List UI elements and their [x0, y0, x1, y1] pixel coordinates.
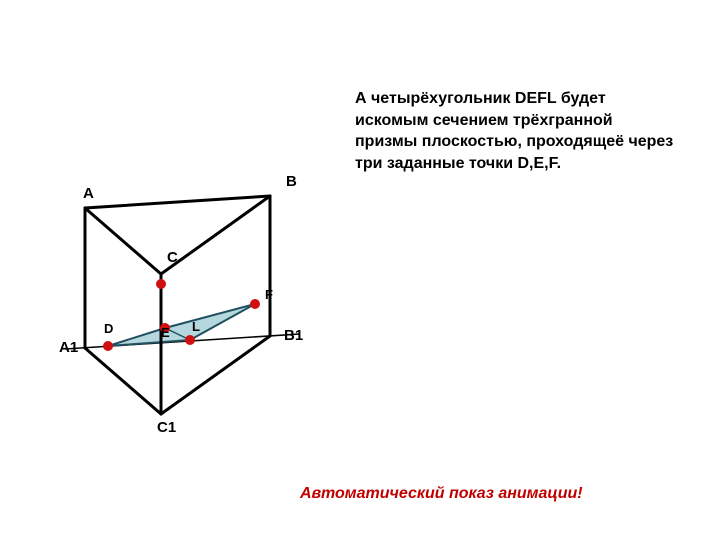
animation-footer: Автоматический показ анимации! [300, 485, 583, 503]
point-Cpt [156, 279, 166, 289]
point-L [185, 335, 195, 345]
label-B1: B1 [284, 327, 303, 344]
section-DEFL [108, 304, 255, 346]
point-D [103, 341, 113, 351]
slide-root: А четырёхугольник DEFL будет искомым сеч… [0, 0, 720, 540]
label-A: A [83, 185, 94, 202]
edge-A1-C1 [85, 348, 161, 414]
description-text: А четырёхугольник DEFL будет искомым сеч… [355, 88, 675, 174]
label-B: B [286, 173, 297, 190]
label-D: D [104, 321, 113, 336]
label-A1: A1 [59, 339, 78, 356]
edge-B1-C1 [161, 336, 270, 414]
label-C1: C1 [157, 419, 176, 436]
label-L: L [192, 319, 200, 334]
label-E: E [161, 325, 170, 340]
label-C: C [167, 249, 178, 266]
edge-A-C [85, 208, 161, 274]
point-F [250, 299, 260, 309]
edge-A-B [85, 196, 270, 208]
prism-diagram [55, 190, 315, 450]
label-F: F [265, 287, 273, 302]
